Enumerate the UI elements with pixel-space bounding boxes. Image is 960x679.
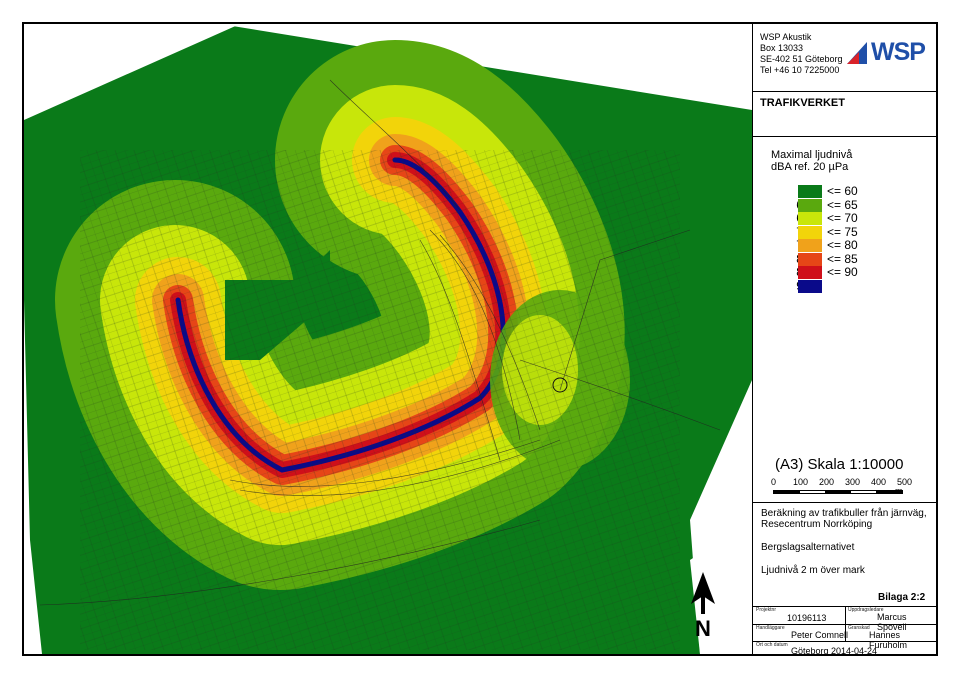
legend-item-high: <= 75 [827,224,858,239]
legend-item-high: <= 80 [827,238,858,252]
legend-item: 90 < [753,279,937,293]
legend-title: Maximal ljudnivå [771,149,853,161]
company-name: WSP Akustik [760,32,812,42]
legend-swatch [798,212,822,225]
description-alternative: Bergslagsalternativet [761,542,855,553]
scale-tick: 100 [793,477,809,487]
client-name: TRAFIKVERKET [760,97,845,109]
legend-item: 70 <<= 75 [753,224,937,239]
noise-map [24,24,752,654]
description-line1: Beräkning av trafikbuller från järnväg, [761,508,927,519]
scale-tick: 400 [871,477,887,487]
company-address: SE-402 51 Göteborg [760,54,843,64]
place-label: Ort och datum [756,642,788,648]
description-line2: Resecentrum Norrköping [761,519,873,530]
scale-tick: 0 [771,477,777,487]
legend-swatch [798,185,822,198]
project-label: Projektnr [756,607,777,613]
legend-item: 80 <<= 85 [753,251,937,266]
legend: <= 6060 <<= 6565 <<= 7070 <<= 7575 <<= 8… [753,184,937,295]
legend-item: 60 <<= 65 [753,197,937,212]
scale-unit: m [895,486,903,496]
reviewer-name: Hannes Furuholm [869,630,908,650]
legend-swatch [798,279,822,293]
company-phone: Tel +46 10 7225000 [760,65,840,75]
legend-subtitle: dBA ref. 20 µPa [771,161,849,173]
project-lead: Marcus Spovell [877,612,907,632]
wsp-logo-text: WSP [871,38,926,66]
scale-tick: 200 [819,477,835,487]
north-label: N [695,616,711,640]
legend-item: 85 <<= 90 [753,265,937,279]
legend-item-high: <= 85 [827,251,858,266]
wsp-logo: WSP [845,38,929,68]
handler-name: Peter Comnell [791,630,849,640]
lead-label: Uppdragsledare [848,607,884,613]
appendix-label: Bilaga 2:2 [878,592,926,603]
railway-lines [39,79,721,606]
company-box: Box 13033 [760,43,804,53]
legend-item-high: <= 65 [827,197,858,212]
scale-tick: 300 [845,477,861,487]
handler-label: Handläggare [756,625,785,631]
scale-tick: 500 [897,477,913,487]
description-height: Ljudnivå 2 m över mark [761,565,865,576]
wsp-logo-mark-icon [847,42,867,64]
legend-swatch [798,225,822,239]
reviewer-label: Granskad [848,625,870,631]
legend-item-high: <= 60 [827,184,858,198]
place-date: Göteborg 2014-04-24 [791,646,878,656]
legend-item: 75 <<= 80 [753,238,937,252]
scale-label: (A3) Skala 1:10000 [775,456,904,473]
scale-bar [773,490,903,494]
legend-item: 65 <<= 70 [753,211,937,225]
legend-swatch [798,252,822,266]
legend-swatch [798,198,822,212]
legend-item-high: <= 90 [827,265,858,279]
station-marker [552,377,568,393]
title-panel: WSP Akustik Box 13033 SE-402 51 Göteborg… [752,24,937,656]
legend-swatch [798,239,822,252]
outside-area [24,24,240,120]
legend-item-high: <= 70 [827,211,858,225]
scale-ticks: 0 100 200 300 400 500 [771,477,913,489]
project-number: 10196113 [787,613,827,623]
legend-swatch [798,266,822,279]
north-arrow: N [691,572,715,640]
legend-item: <= 60 [753,184,937,198]
